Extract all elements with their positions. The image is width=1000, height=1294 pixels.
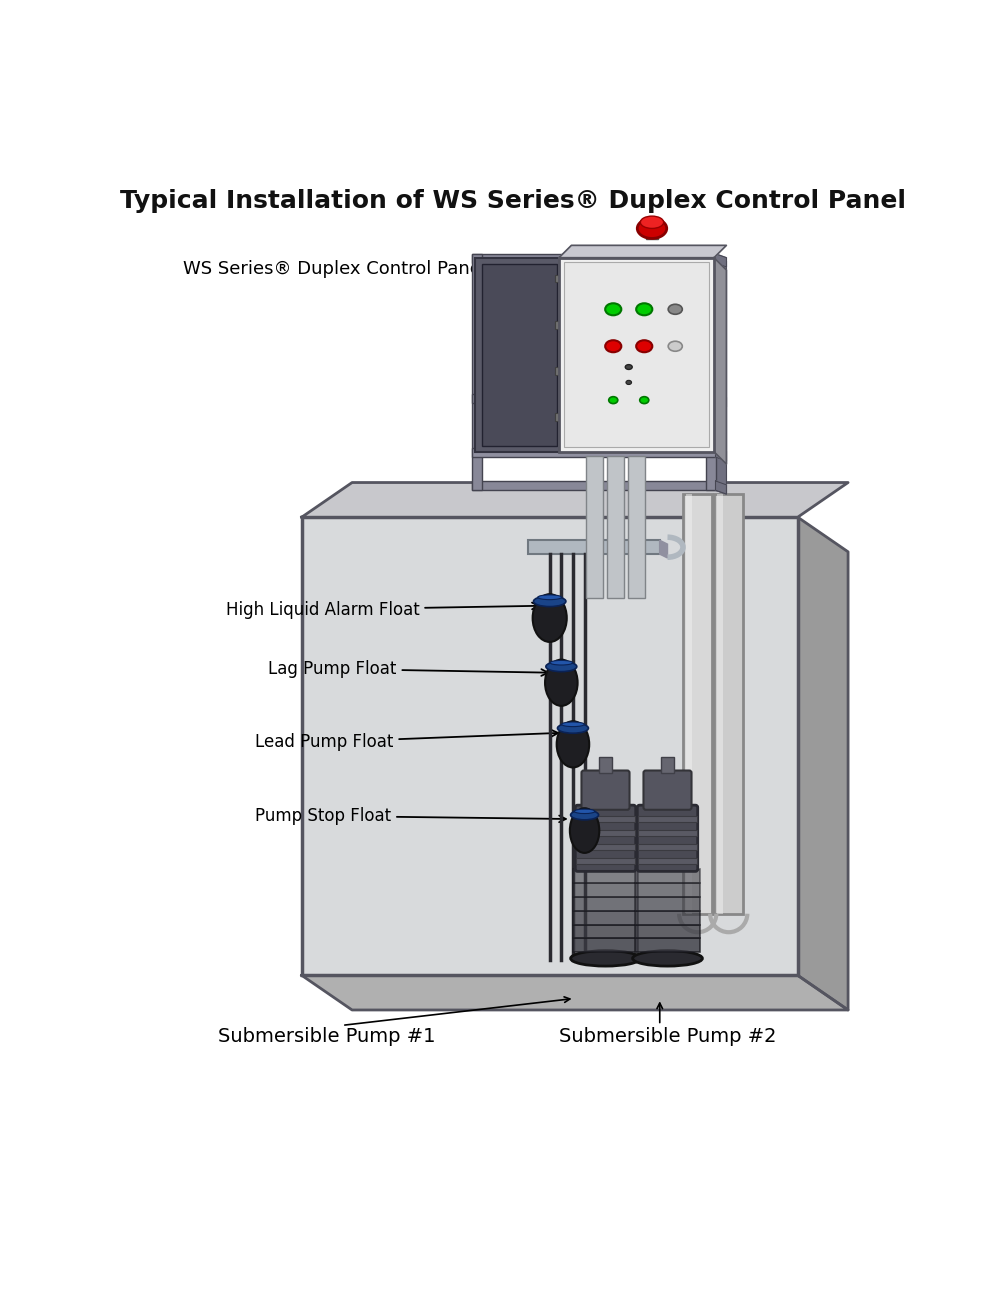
Polygon shape [559,246,726,258]
Bar [635,897,700,911]
FancyBboxPatch shape [637,805,698,871]
FancyBboxPatch shape [643,770,692,810]
Bar [564,263,709,448]
Ellipse shape [625,365,632,370]
Bar [573,938,638,952]
Bar [576,829,635,836]
Bar [638,844,697,850]
Text: Submersible Pump #2: Submersible Pump #2 [559,1027,776,1047]
Bar [635,938,700,952]
Ellipse shape [534,597,566,607]
Ellipse shape [609,397,618,404]
Text: Pump Stop Float: Pump Stop Float [255,807,566,826]
Polygon shape [716,448,726,461]
Ellipse shape [571,951,640,967]
Bar [638,858,697,863]
Bar [475,258,563,452]
Ellipse shape [562,722,584,727]
Bar [573,883,638,897]
Bar [472,448,716,457]
Polygon shape [302,976,848,1011]
Bar [635,883,700,897]
Ellipse shape [640,216,664,229]
Bar [555,367,564,375]
Bar [472,393,716,404]
Ellipse shape [605,303,621,316]
Ellipse shape [545,660,578,705]
Ellipse shape [605,340,621,352]
Bar [599,757,612,773]
Bar [576,817,635,822]
Bar [607,455,624,598]
Text: Typical Installation of WS Series® Duplex Control Panel: Typical Installation of WS Series® Duple… [120,189,906,214]
Bar [573,870,638,883]
Ellipse shape [571,810,599,820]
Bar [472,481,716,490]
Polygon shape [714,258,726,465]
Bar [472,254,716,263]
Bar [555,321,564,329]
Ellipse shape [626,380,632,384]
Bar [628,455,645,598]
Bar [683,494,712,914]
Ellipse shape [636,340,652,352]
Ellipse shape [574,809,595,814]
Bar [635,911,700,924]
Ellipse shape [668,342,682,351]
Polygon shape [302,483,848,518]
Ellipse shape [640,397,649,404]
Bar [472,254,482,490]
Bar [573,911,638,924]
FancyBboxPatch shape [581,770,630,810]
Polygon shape [716,258,726,494]
Text: Lead Pump Float: Lead Pump Float [255,730,558,751]
Bar [714,494,743,914]
Ellipse shape [550,660,573,665]
Text: High Liquid Alarm Float: High Liquid Alarm Float [226,600,539,619]
Ellipse shape [538,595,562,599]
Ellipse shape [546,661,577,672]
Ellipse shape [570,809,599,853]
Ellipse shape [557,723,588,734]
Bar [661,757,674,773]
Bar [635,870,700,883]
Polygon shape [798,518,848,1011]
Polygon shape [716,481,726,494]
Bar [706,254,716,490]
Ellipse shape [557,721,589,767]
Text: Lag Pump Float: Lag Pump Float [268,660,548,678]
Bar [686,494,692,914]
Bar [559,258,714,452]
Ellipse shape [533,594,567,642]
Ellipse shape [633,951,702,967]
Bar [528,541,660,554]
Polygon shape [716,254,726,267]
Polygon shape [716,393,726,408]
Polygon shape [660,541,668,558]
Text: Submersible Pump #1: Submersible Pump #1 [218,1027,435,1047]
Text: WS Series® Duplex Control Panel: WS Series® Duplex Control Panel [183,260,486,287]
Bar [555,413,564,421]
FancyBboxPatch shape [575,805,636,871]
Bar [555,274,564,282]
Bar [482,264,557,445]
Bar [302,518,798,976]
Bar [586,455,603,598]
Ellipse shape [668,304,682,314]
Bar [638,829,697,836]
Bar [646,229,658,239]
Bar [635,924,700,938]
Bar [638,817,697,822]
Ellipse shape [636,303,652,316]
Bar [573,924,638,938]
Bar [573,897,638,911]
Bar [717,494,723,914]
Ellipse shape [637,219,667,238]
Bar [576,844,635,850]
Bar [576,858,635,863]
